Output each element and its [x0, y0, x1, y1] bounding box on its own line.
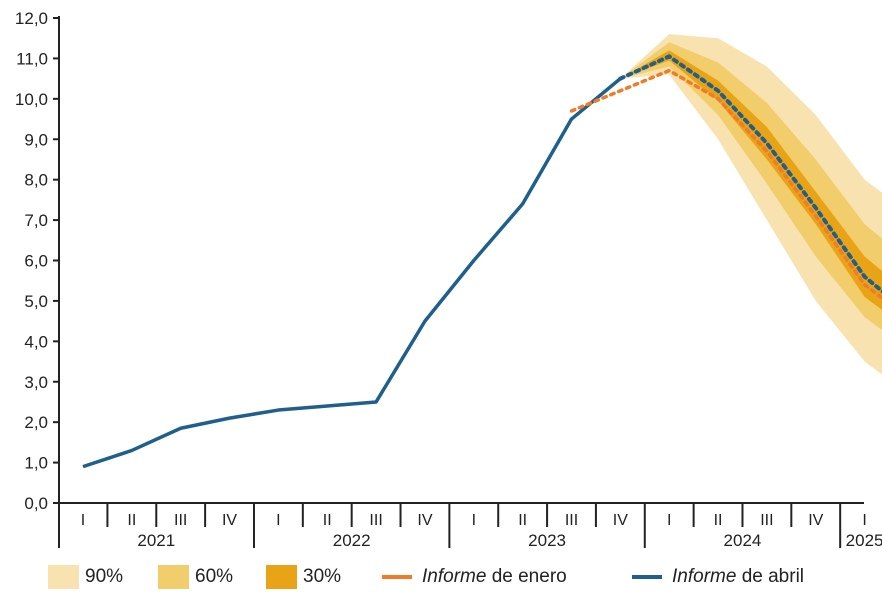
- fan-band-90: [620, 34, 882, 375]
- series-line-abril-projection: [618, 54, 882, 294]
- chart-svg: 0,0 1,0 2,0 3,0 4,0 5,0 6,0 7,0 8,0 9,0 10,0 11,0 12…: [15, 9, 882, 550]
- y-tick-label: 1,0: [24, 454, 48, 473]
- legend-label-enero: Informe de enero: [422, 566, 567, 588]
- y-tick-label: 5,0: [24, 292, 48, 311]
- x-year-label: 2021: [137, 531, 175, 550]
- y-tick-label: 10,0: [15, 90, 48, 109]
- legend-abril-italic: Informe: [672, 566, 737, 587]
- legend-item-abril: Informe de abril: [632, 562, 804, 592]
- x-quarter-label: III: [760, 512, 773, 529]
- x-quarter-label: II: [323, 512, 332, 529]
- legend-item-60: 60%: [158, 562, 233, 592]
- legend-swatch-30: [266, 565, 297, 589]
- legend: 90% 60% 30% Informe de enero Informe de …: [0, 562, 882, 592]
- legend-item-90: 90%: [48, 562, 123, 592]
- legend-swatch-90: [48, 565, 79, 589]
- legend-line-enero: [382, 575, 412, 579]
- y-tick-label: 7,0: [24, 211, 48, 230]
- x-quarter-label: III: [369, 512, 382, 529]
- x-year-label: 2023: [528, 531, 566, 550]
- x-quarter-label: IV: [613, 512, 628, 529]
- fan-band-60: [620, 42, 882, 331]
- x-quarter-label: I: [276, 512, 280, 529]
- x-quarter-label: II: [714, 512, 723, 529]
- x-quarter-label: II: [518, 512, 527, 529]
- y-tick-label: 4,0: [24, 332, 48, 351]
- y-tick-label: 2,0: [24, 413, 48, 432]
- y-tick-label: 3,0: [24, 373, 48, 392]
- x-quarter-label: I: [667, 512, 671, 529]
- x-year-label: 2025: [846, 531, 882, 550]
- x-quarter-label: II: [127, 512, 136, 529]
- series-line-abril-historical: [82, 77, 622, 469]
- legend-enero-rest: de enero: [486, 566, 567, 587]
- legend-label-30: 30%: [303, 566, 342, 587]
- y-tick-label: 9,0: [24, 130, 48, 149]
- y-tick-label: 12,0: [15, 9, 48, 28]
- series-line-enero-projection: [569, 68, 882, 300]
- y-tick-label: 6,0: [24, 252, 48, 271]
- legend-swatch-60: [158, 565, 189, 589]
- legend-item-30: 30%: [266, 562, 341, 592]
- legend-line-abril: [632, 575, 662, 579]
- x-year-label: 2022: [333, 531, 371, 550]
- legend-label-abril: Informe de abril: [672, 566, 804, 588]
- x-quarter-label: III: [174, 512, 187, 529]
- x-quarter-label: I: [862, 512, 866, 529]
- x-year-label: 2024: [724, 531, 762, 550]
- axes: 0,0 1,0 2,0 3,0 4,0 5,0 6,0 7,0 8,0 9,0 10,0 11,0 12…: [15, 9, 882, 550]
- x-quarter-label: III: [565, 512, 578, 529]
- x-quarter-label: I: [472, 512, 476, 529]
- x-quarter-label: IV: [222, 512, 237, 529]
- x-quarter-label: IV: [417, 512, 432, 529]
- legend-enero-italic: Informe: [422, 566, 487, 587]
- legend-item-enero: Informe de enero: [382, 562, 567, 592]
- legend-label-60: 60%: [195, 566, 234, 587]
- series-lines: [82, 54, 882, 469]
- legend-label-90: 90%: [85, 566, 124, 587]
- y-tick-label: 8,0: [24, 171, 48, 190]
- y-tick-label: 11,0: [16, 49, 48, 68]
- y-tick-label: 0,0: [24, 494, 48, 513]
- x-quarter-label: IV: [808, 512, 823, 529]
- legend-abril-rest: de abril: [736, 566, 805, 587]
- x-quarter-label: I: [81, 512, 85, 529]
- fan-bands: [620, 34, 882, 375]
